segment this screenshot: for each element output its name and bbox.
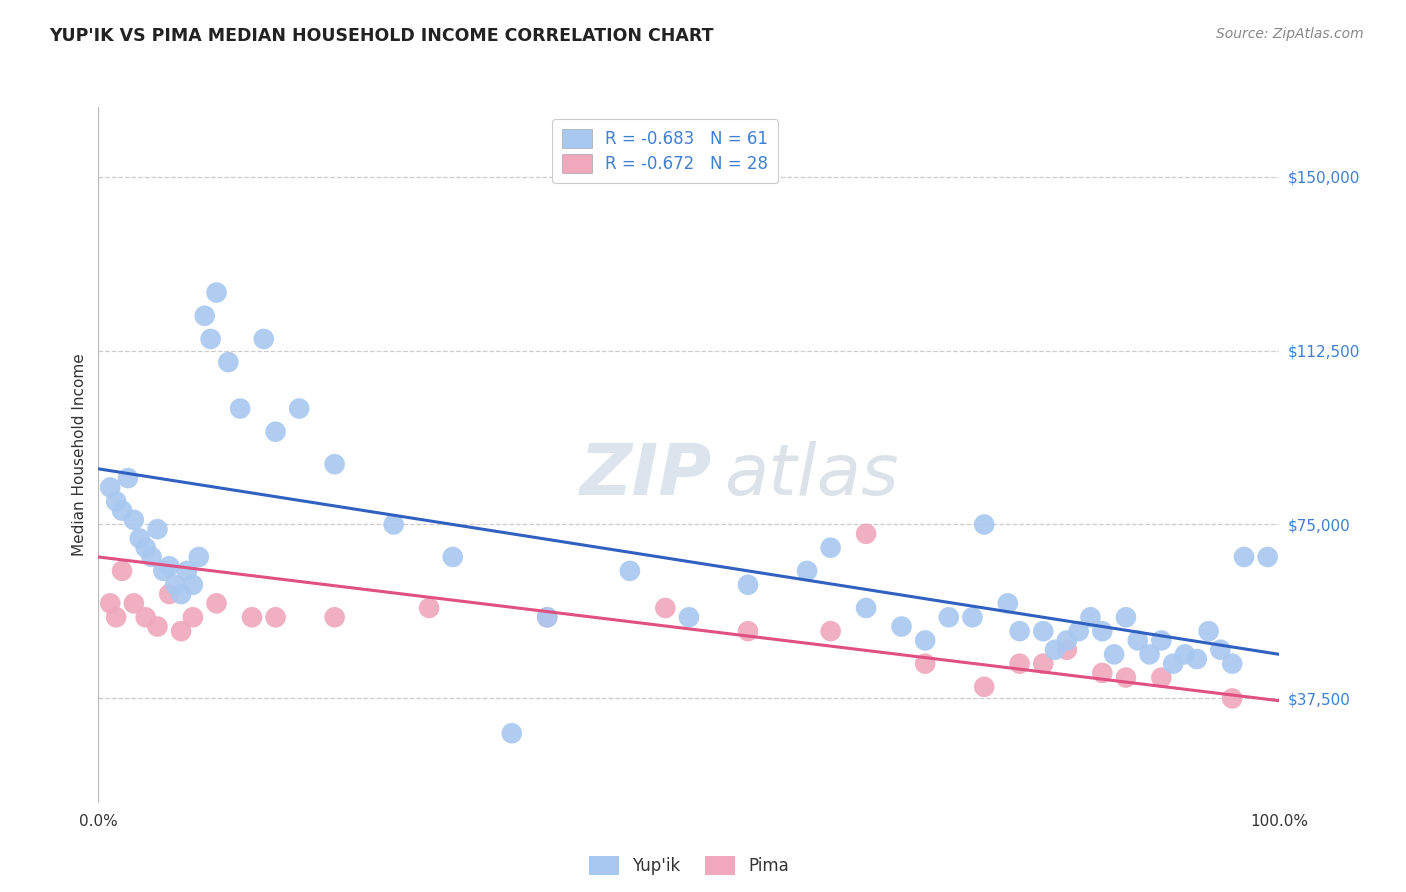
Point <box>264 610 287 624</box>
Point <box>1080 610 1102 624</box>
Point <box>1150 671 1173 685</box>
Point <box>128 532 150 546</box>
Point <box>1008 657 1031 671</box>
Point <box>914 633 936 648</box>
Point <box>654 601 676 615</box>
Point <box>146 619 169 633</box>
Point <box>253 332 276 346</box>
Point <box>200 332 222 346</box>
Point <box>1233 549 1256 564</box>
Point <box>187 549 209 564</box>
Point <box>1139 648 1161 662</box>
Point <box>1091 624 1114 639</box>
Point <box>152 564 174 578</box>
Point <box>157 559 180 574</box>
Point <box>962 610 984 624</box>
Point <box>176 564 198 578</box>
Point <box>1198 624 1220 639</box>
Point <box>205 285 228 300</box>
Point <box>264 425 287 439</box>
Point <box>1032 624 1054 639</box>
Point <box>157 587 180 601</box>
Point <box>820 624 842 639</box>
Point <box>938 610 960 624</box>
Point <box>1220 691 1243 706</box>
Y-axis label: Median Household Income: Median Household Income <box>72 353 87 557</box>
Text: atlas: atlas <box>724 442 898 510</box>
Point <box>855 526 877 541</box>
Point <box>914 657 936 671</box>
Point <box>170 587 193 601</box>
Point <box>122 513 145 527</box>
Point <box>1032 657 1054 671</box>
Point <box>1056 633 1078 648</box>
Point <box>1056 642 1078 657</box>
Point <box>973 680 995 694</box>
Point <box>105 494 128 508</box>
Point <box>135 610 157 624</box>
Point <box>323 610 346 624</box>
Point <box>1174 648 1197 662</box>
Point <box>288 401 311 416</box>
Point <box>1067 624 1090 639</box>
Point <box>441 549 464 564</box>
Point <box>111 503 134 517</box>
Point <box>240 610 263 624</box>
Point <box>117 471 139 485</box>
Point <box>418 601 440 615</box>
Point <box>98 596 121 610</box>
Point <box>165 578 187 592</box>
Point <box>1220 657 1243 671</box>
Point <box>135 541 157 555</box>
Legend: Yup'ik, Pima: Yup'ik, Pima <box>579 846 799 885</box>
Point <box>194 309 217 323</box>
Point <box>323 457 346 471</box>
Point <box>217 355 239 369</box>
Point <box>122 596 145 610</box>
Point <box>619 564 641 578</box>
Point <box>796 564 818 578</box>
Point <box>890 619 912 633</box>
Point <box>181 578 204 592</box>
Point <box>170 624 193 639</box>
Point <box>1043 642 1066 657</box>
Point <box>1185 652 1208 666</box>
Point <box>98 480 121 494</box>
Point <box>181 610 204 624</box>
Point <box>855 601 877 615</box>
Point <box>141 549 163 564</box>
Point <box>382 517 405 532</box>
Point <box>997 596 1019 610</box>
Point <box>973 517 995 532</box>
Point <box>1008 624 1031 639</box>
Point <box>1102 648 1125 662</box>
Point <box>737 624 759 639</box>
Point <box>105 610 128 624</box>
Point <box>536 610 558 624</box>
Point <box>1150 633 1173 648</box>
Point <box>229 401 252 416</box>
Point <box>111 564 134 578</box>
Point <box>1115 610 1137 624</box>
Point <box>1161 657 1184 671</box>
Point <box>1091 665 1114 680</box>
Point <box>1115 671 1137 685</box>
Text: YUP'IK VS PIMA MEDIAN HOUSEHOLD INCOME CORRELATION CHART: YUP'IK VS PIMA MEDIAN HOUSEHOLD INCOME C… <box>49 27 714 45</box>
Text: ZIP: ZIP <box>581 442 713 510</box>
Point <box>1209 642 1232 657</box>
Point <box>678 610 700 624</box>
Point <box>737 578 759 592</box>
Point <box>501 726 523 740</box>
Point <box>205 596 228 610</box>
Point <box>536 610 558 624</box>
Point <box>1257 549 1279 564</box>
Text: Source: ZipAtlas.com: Source: ZipAtlas.com <box>1216 27 1364 41</box>
Point <box>146 522 169 536</box>
Point <box>820 541 842 555</box>
Point <box>1126 633 1149 648</box>
